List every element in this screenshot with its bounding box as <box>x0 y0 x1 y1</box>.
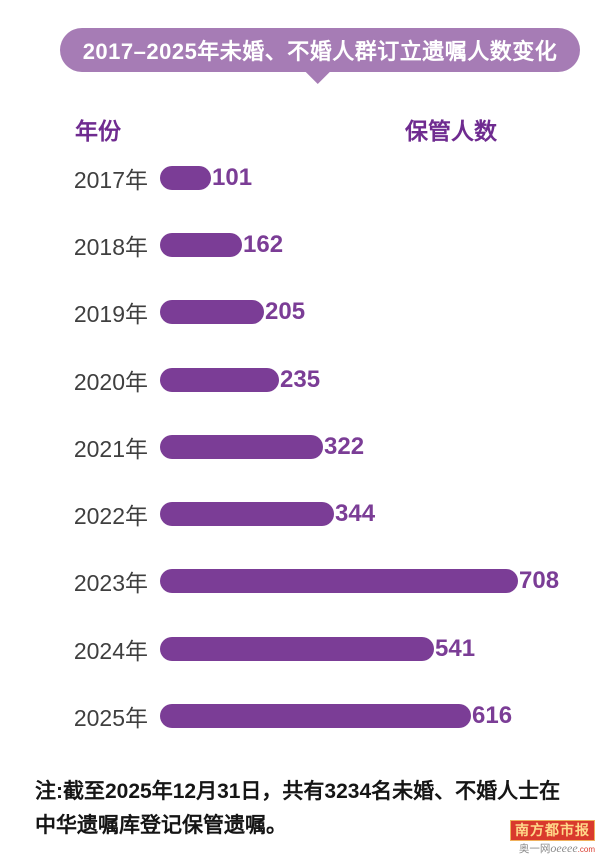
chart-row: 2017年 101 <box>0 144 600 211</box>
chart-rows: 2017年 101 2018年 162 2019年 205 2020年 <box>0 144 600 750</box>
year-label: 2018年 <box>73 233 148 260</box>
bar-track: 162 <box>160 231 283 259</box>
year-label: 2019年 <box>73 301 148 328</box>
year-label: 2020年 <box>73 368 148 395</box>
bar-track: 344 <box>160 500 375 528</box>
banner-pointer-icon <box>303 70 332 84</box>
bar <box>160 434 323 459</box>
chart-row: 2018年 162 <box>0 211 600 278</box>
footnote-line-1: 注:截至2025年12月31日，共有3234名未婚、不婚人士在 <box>35 780 561 803</box>
value-label: 541 <box>435 634 476 662</box>
bar-track: 322 <box>160 433 364 461</box>
press-logo: 南方都市报 奥一网oeeee.com <box>510 820 595 856</box>
year-label: 2024年 <box>73 637 148 664</box>
press-logo-sub-brand: oeeee <box>550 841 578 855</box>
bar <box>160 704 471 729</box>
value-label: 205 <box>265 298 306 326</box>
bar <box>160 165 211 190</box>
bar <box>160 636 434 661</box>
bar-track: 101 <box>160 164 252 192</box>
chart-row: 2025年 616 <box>0 682 600 749</box>
value-label: 344 <box>335 500 376 528</box>
value-label: 322 <box>324 432 365 460</box>
chart-title: 2017–2025年未婚、不婚人群订立遗嘱人数变化 <box>82 39 558 64</box>
bar-track: 235 <box>160 366 320 394</box>
year-label: 2025年 <box>73 705 148 732</box>
bar-track: 205 <box>160 298 305 326</box>
column-headers: 年份 保管人数 <box>0 112 600 144</box>
year-label: 2021年 <box>73 435 148 462</box>
press-logo-sub-domain: .com <box>577 845 595 854</box>
year-label: 2023年 <box>73 570 148 597</box>
press-logo-sub-prefix: 奥一网 <box>518 843 551 855</box>
bar <box>160 502 334 527</box>
bar <box>160 569 518 594</box>
footnote: 注:截至2025年12月31日，共有3234名未婚、不婚人士在 中华遗嘱库登记保… <box>35 775 575 842</box>
chart-row: 2023年 708 <box>0 548 600 615</box>
bar <box>160 300 264 325</box>
year-label: 2017年 <box>73 166 148 193</box>
footnote-line-2: 中华遗嘱库登记保管遗嘱。 <box>35 813 287 837</box>
title-banner: 2017–2025年未婚、不婚人群订立遗嘱人数变化 <box>60 28 580 84</box>
year-column-header: 年份 <box>75 118 121 144</box>
chart-row: 2021年 322 <box>0 413 600 480</box>
value-label: 162 <box>243 230 284 258</box>
chart-row: 2022年 344 <box>0 480 600 547</box>
value-label: 708 <box>519 567 560 595</box>
press-logo-name: 南方都市报 <box>510 820 595 841</box>
value-label: 101 <box>212 163 253 191</box>
chart-row: 2020年 235 <box>0 346 600 413</box>
bar <box>160 232 242 257</box>
value-label: 616 <box>472 702 513 730</box>
chart-row: 2024年 541 <box>0 615 600 682</box>
bar-track: 708 <box>160 567 559 595</box>
count-column-header: 保管人数 <box>405 118 497 144</box>
chart-row: 2019年 205 <box>0 279 600 346</box>
bar-track: 616 <box>160 702 512 730</box>
value-label: 235 <box>280 365 321 393</box>
bar-track: 541 <box>160 635 475 663</box>
year-label: 2022年 <box>73 503 148 530</box>
press-logo-subtext: 奥一网oeeee.com <box>510 842 595 856</box>
bar <box>160 367 279 392</box>
